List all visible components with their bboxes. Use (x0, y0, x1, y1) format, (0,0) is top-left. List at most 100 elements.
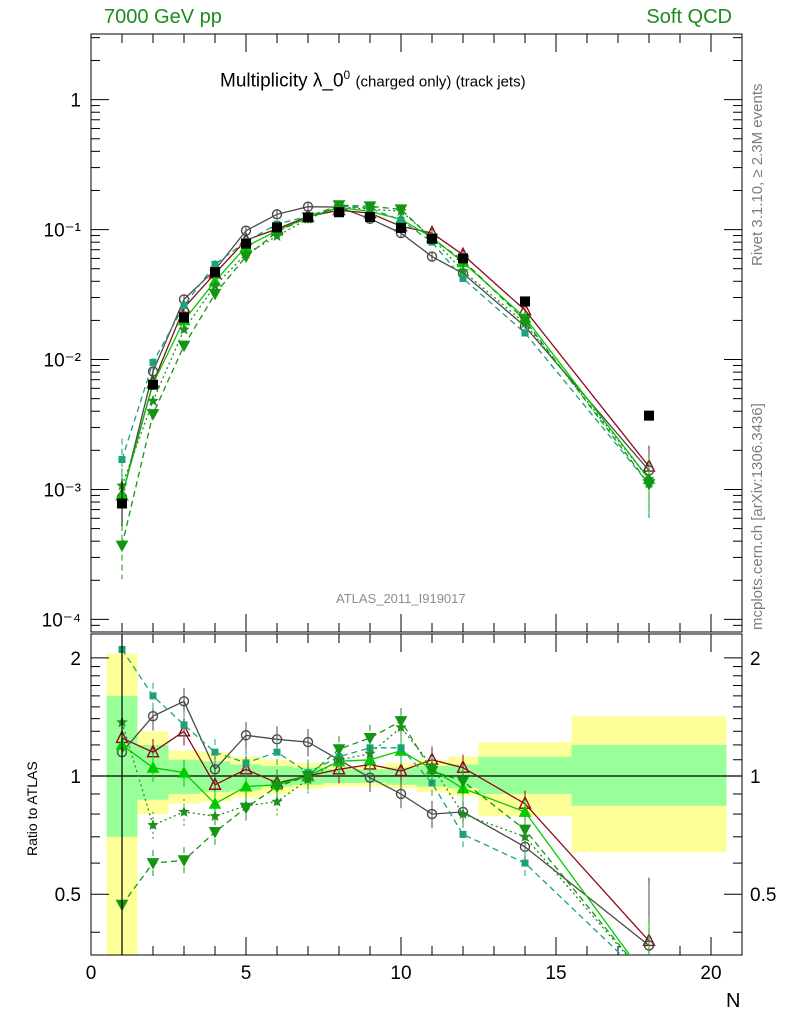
data-marker (396, 222, 406, 233)
ratio-point (270, 781, 284, 794)
ratio-y-tick-label-right: 1 (750, 767, 761, 788)
series-3 (118, 201, 653, 518)
data-marker (179, 312, 189, 323)
ratio-series (115, 634, 656, 987)
ratio-point (177, 855, 191, 867)
ratio-point (426, 760, 438, 771)
data-point (363, 201, 377, 213)
series-1 (116, 201, 655, 532)
ratio-point (457, 808, 469, 819)
y-tick-label: 10⁻² (44, 351, 82, 372)
data-point (271, 209, 283, 220)
data-point (147, 394, 159, 406)
x-axis-label: N (726, 990, 741, 1012)
ratio-point (146, 761, 160, 773)
data-point (332, 200, 346, 212)
data-point (521, 329, 529, 337)
title-subtext: (charged only) (track jets) (355, 73, 526, 91)
data-point (146, 409, 160, 421)
ratio-point (211, 748, 219, 756)
ratio-point (518, 824, 532, 837)
ratio-point (332, 744, 346, 756)
y-tick-label: 1 (70, 91, 81, 112)
rivet-version-label: Rivet 3.1.10, ≥ 2.3M events (749, 83, 766, 267)
ratio-point (644, 977, 655, 987)
series-line (121, 209, 650, 496)
data-point (239, 251, 253, 264)
ratio-point (394, 762, 408, 777)
ratio-point (240, 730, 252, 741)
ratio-point (456, 776, 470, 788)
band-inner (478, 756, 572, 794)
ratio-point (239, 802, 253, 815)
ratio-y-tick-label: 0.5 (55, 885, 81, 906)
ratio-point (242, 759, 250, 767)
ratio-point (239, 780, 253, 792)
process-label: Soft QCD (646, 6, 732, 28)
ratio-point (518, 805, 532, 817)
series-5 (115, 200, 656, 580)
ratio-point (208, 827, 222, 839)
x-tick-label: 15 (545, 963, 566, 984)
ratio-line (121, 722, 628, 955)
uncertainty-bands (106, 653, 727, 955)
ratio-point (394, 716, 408, 728)
ratio-line (121, 730, 650, 942)
ratio-point (426, 808, 438, 820)
source-label: mcplots.cern.ch [arXiv:1306.3436] (749, 403, 766, 630)
y-tick-label: 10⁻³ (44, 480, 82, 501)
ratio-point (459, 830, 467, 838)
ratio-plot-frame (90, 633, 743, 956)
data-point (426, 251, 438, 262)
ratio-point (149, 692, 157, 700)
ratio-point (395, 788, 407, 800)
ratio-point (271, 795, 283, 807)
data-point (177, 340, 191, 353)
ratio-point (646, 978, 653, 985)
ratio-y-tick-label: 1 (70, 767, 81, 788)
data-marker (148, 379, 158, 390)
data-point (397, 216, 405, 224)
ratio-point (273, 748, 281, 756)
ratio-point (208, 776, 222, 790)
chart-title: Multiplicity λ_00 (charged only) (track … (220, 68, 526, 92)
ratio-point (519, 830, 531, 842)
data-marker (334, 207, 344, 218)
data-marker (241, 238, 251, 249)
ratio-point (364, 747, 376, 759)
data-point (394, 204, 408, 216)
title-main: Multiplicity λ_0 (220, 70, 344, 92)
data-marker (117, 498, 127, 509)
ratio-point (397, 744, 405, 752)
series-line (121, 206, 650, 486)
data-marker (458, 253, 468, 264)
series-line (121, 205, 650, 485)
x-tick-label: 0 (86, 963, 97, 984)
x-tick-label: 5 (241, 963, 252, 984)
data-point (457, 265, 469, 276)
energy-label: 7000 GeV pp (104, 6, 222, 28)
series-line (121, 206, 650, 496)
data-marker (272, 222, 282, 233)
x-tick-label: 20 (700, 963, 721, 984)
data-point (178, 323, 190, 335)
data-point (115, 540, 129, 553)
ratio-y-tick-label: 2 (70, 649, 81, 670)
data-marker (210, 267, 220, 278)
ratio-line (121, 700, 650, 947)
data-point (642, 479, 656, 491)
data-point (518, 315, 532, 327)
ratio-point (644, 976, 655, 986)
ratio-point (146, 858, 160, 870)
analysis-label: ATLAS_2011_I919017 (336, 591, 466, 606)
ratio-y-tick-label-right: 2 (750, 649, 761, 670)
ratio-point (147, 819, 159, 830)
ratio-point (302, 736, 314, 748)
main-plot-frame (90, 33, 743, 633)
ratio-point (209, 810, 221, 822)
data-marker (644, 410, 654, 421)
ratio-point (301, 771, 315, 783)
data-marker (303, 212, 313, 223)
ratio-line (121, 744, 631, 955)
